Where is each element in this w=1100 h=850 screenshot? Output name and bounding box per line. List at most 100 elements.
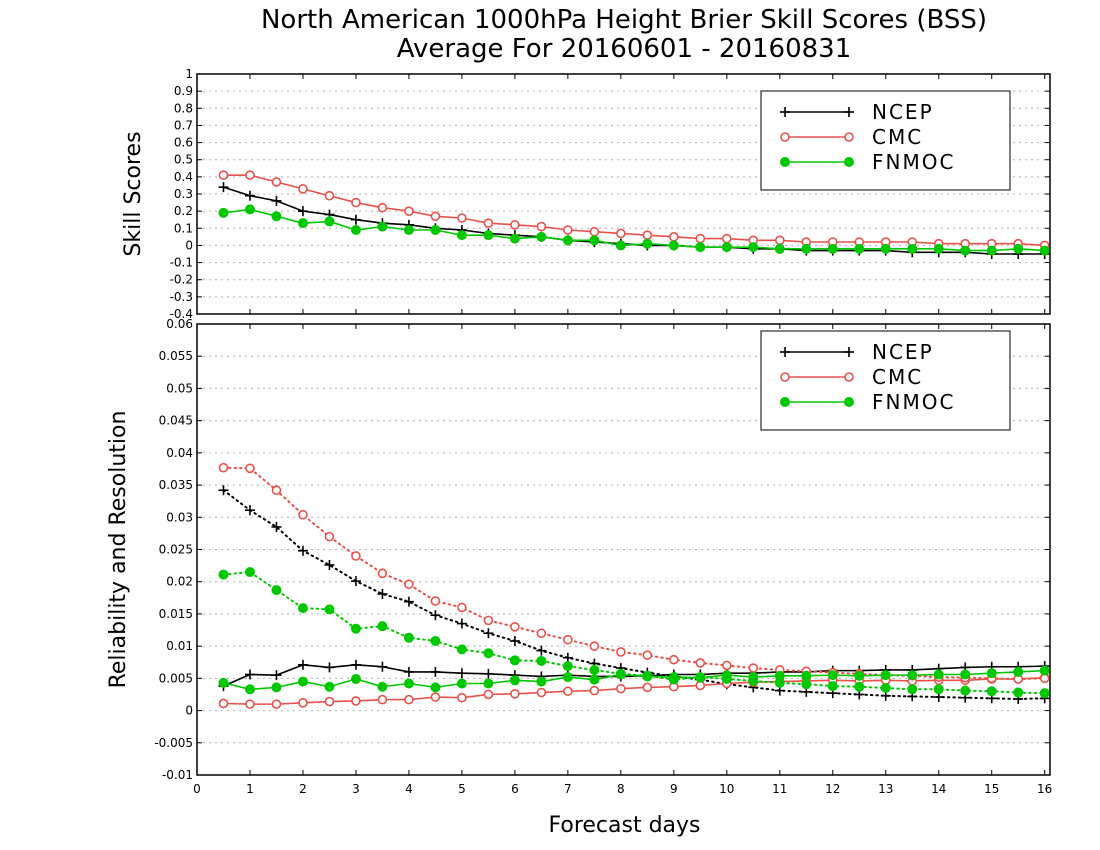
data-point [721,674,732,685]
x-tick-label: 16 [1037,782,1052,796]
data-point [536,676,547,687]
legend-label-ncep: NCEP [872,100,934,124]
data-point [722,233,732,244]
x-tick-label: 8 [617,782,625,796]
y-tick-label: 0.035 [159,478,193,492]
legend-box [760,90,1011,191]
data-point [801,679,812,690]
data-point [642,682,653,693]
data-point [562,235,573,246]
data-point [218,462,229,473]
x-tick-label: 3 [352,782,360,796]
panel-bottom: -0.01 -0.005 0 0.005 0.01 0.015 0.02 0.025 0.03 0… [106,317,1052,838]
data-point [616,228,626,239]
legend-marker [844,157,854,167]
data-point [350,623,361,634]
data-point [748,242,759,253]
data-point [1039,688,1050,699]
data-point [536,231,547,242]
data-point [669,232,679,242]
data-point [377,221,388,232]
data-point [403,678,414,689]
data-point [377,681,388,692]
data-point [1013,687,1024,698]
legend-label-fnmoc: FNMOC [872,390,955,414]
panel-top: -0.4 -0.3 -0.2 -0.1 0 0.1 0.2 0.3 0.4 0.5 0.6 0.7 0.… [121,67,1051,321]
data-point [907,684,918,695]
data-point [509,675,520,686]
data-point [324,190,335,201]
data-point [986,668,997,679]
data-point [509,655,520,666]
data-point [430,225,441,235]
data-point [404,694,414,705]
data-point [1013,666,1024,677]
y-tick-label: -0.1 [170,256,193,270]
x-tick-label: 15 [984,782,999,796]
data-point [668,240,679,251]
x-tick-label: 14 [931,782,946,796]
legend-marker [844,132,854,142]
data-point [377,694,388,705]
data-point [510,220,520,230]
data-point [509,233,520,244]
data-point [536,655,547,666]
y-tick-label: 0.005 [159,671,193,685]
y-tick-label: 0.015 [159,607,193,621]
data-point [854,681,865,692]
data-point [377,568,388,579]
data-point [536,221,547,232]
data-point [907,243,918,254]
data-point [483,218,494,228]
y-tick-label: 0.02 [166,575,193,589]
y-tick-label: 0.03 [166,510,193,524]
data-point [642,230,653,240]
data-point [615,240,626,251]
data-point [430,596,441,606]
series-cmc-dotted [218,462,1050,684]
data-point [218,698,229,709]
data-point [324,216,335,227]
legend-box [760,330,1011,431]
data-point [457,692,467,703]
data-point [218,677,229,688]
data-point [218,170,229,180]
data-point [933,669,944,680]
y-tick-label: -0.005 [154,736,193,750]
data-point [960,685,971,696]
data-point [907,670,918,681]
x-tick-label: 10 [719,782,734,796]
legend-marker [844,372,854,382]
x-tick-label: 7 [564,782,572,796]
data-point [430,635,441,646]
y-tick-label: 0 [185,704,193,718]
y-axis-label: Skill Scores [121,131,146,256]
legend-label-fnmoc: FNMOC [872,150,955,174]
data-point [403,225,414,235]
legend-marker [844,397,854,407]
legend-marker [780,132,790,142]
data-point [483,689,494,700]
x-tick-label: 6 [511,782,519,796]
plot-frame [196,323,1051,776]
y-tick-label: 0.01 [166,639,193,653]
data-point [324,696,335,707]
data-point [298,509,308,520]
data-point [377,621,388,632]
data-point [695,672,706,683]
data-point [430,692,441,702]
data-point [324,681,335,692]
y-tick-label: 0.05 [166,381,193,395]
series-line [222,489,1046,700]
y-tick-label: 0.025 [159,543,193,557]
data-point [722,660,732,671]
y-tick-label: 0.7 [174,118,193,132]
legend-marker [780,397,790,407]
legend-label-ncep: NCEP [872,340,934,364]
legend-marker [780,372,790,382]
data-point [854,670,865,681]
series-line [223,208,1045,252]
data-point [456,678,467,689]
